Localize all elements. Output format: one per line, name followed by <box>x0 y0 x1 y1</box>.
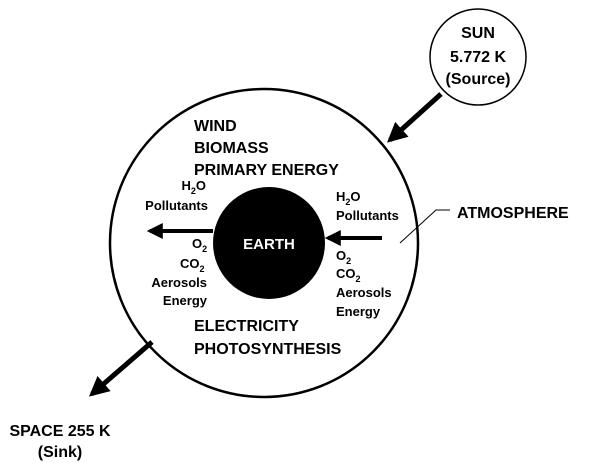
left-pollutants-label: Pollutants <box>145 198 208 213</box>
space-role: (Sink) <box>38 444 82 461</box>
right-h2o-label: H2O <box>336 189 361 207</box>
atmosphere-to-space-arrow <box>88 340 154 397</box>
right-aerosols-label: Aerosols <box>336 285 392 300</box>
right-co2-label: CO2 <box>336 266 361 284</box>
earth-node: EARTH <box>213 187 325 299</box>
atmosphere-photosynthesis: PHOTOSYNTHESIS <box>194 341 342 358</box>
atmosphere-electricity: ELECTRICITY <box>194 318 299 335</box>
earth-label: EARTH <box>243 236 295 253</box>
left-o2-label: O2 <box>192 236 207 254</box>
left-co2-label: CO2 <box>180 256 205 274</box>
sun-role: (Source) <box>446 71 511 88</box>
earth-circle <box>213 187 325 299</box>
right-energy-label: Energy <box>336 304 381 319</box>
right-o2-label: O2 <box>336 248 351 266</box>
sun-temperature: 5.772 K <box>450 49 506 66</box>
left-aerosols-label: Aerosols <box>151 275 207 290</box>
sun-label: SUN <box>461 25 495 42</box>
sun-node: SUN 5.772 K (Source) <box>429 8 527 106</box>
sun-to-atmosphere-arrow <box>387 92 443 143</box>
atmosphere-primary-energy: PRIMARY ENERGY <box>194 162 339 179</box>
sun-circle <box>429 8 527 106</box>
atmosphere-leader-line <box>399 209 450 244</box>
left-h2o-label: H2O <box>181 178 206 196</box>
left-energy-label: Energy <box>163 293 208 308</box>
atmosphere-label: ATMOSPHERE <box>457 205 569 222</box>
right-pollutants-label: Pollutants <box>336 208 399 223</box>
space-label: SPACE 255 K <box>9 423 111 440</box>
atmosphere-wind: WIND <box>194 118 237 135</box>
atmosphere-biomass: BIOMASS <box>194 140 269 157</box>
